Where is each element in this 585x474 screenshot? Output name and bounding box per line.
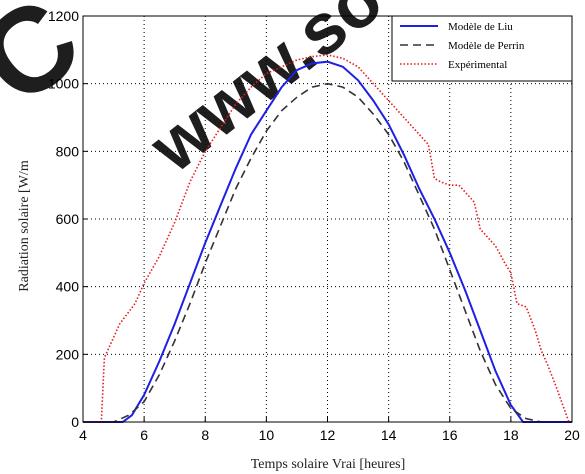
legend-label: Expérimental — [448, 59, 507, 71]
y-tick-label: 1000 — [48, 76, 79, 92]
x-tick-label: 16 — [442, 427, 458, 443]
watermark: C www.so — [0, 0, 397, 188]
y-tick-label: 0 — [71, 414, 79, 430]
legend-label: Modèle de Liu — [448, 21, 513, 33]
y-tick-label: 600 — [56, 211, 80, 227]
x-tick-label: 18 — [503, 427, 519, 443]
x-tick-label: 14 — [381, 427, 397, 443]
series-line-1 — [83, 60, 572, 423]
y-tick-label: 400 — [56, 279, 80, 295]
y-tick-label: 200 — [56, 346, 80, 362]
x-tick-label: 6 — [140, 427, 148, 443]
y-axis-label: Radiation solaire [W/m — [17, 160, 32, 292]
y-tick-label: 800 — [56, 143, 80, 159]
legend: Modèle de Liu Modèle de Perrin Expérimenta… — [391, 15, 573, 82]
x-axis-label: Temps solaire Vrai [heures] — [251, 457, 406, 472]
x-tick-label: 10 — [259, 427, 275, 443]
x-tick-label: 12 — [320, 427, 336, 443]
x-tick-label: 4 — [79, 427, 87, 443]
legend-label: Modèle de Perrin — [448, 40, 525, 52]
y-tick-label: 1200 — [48, 8, 79, 24]
x-tick-label: 8 — [201, 427, 209, 443]
x-tick-label: 20 — [564, 427, 580, 443]
series-line-3 — [83, 54, 570, 423]
series-layer — [83, 54, 572, 423]
